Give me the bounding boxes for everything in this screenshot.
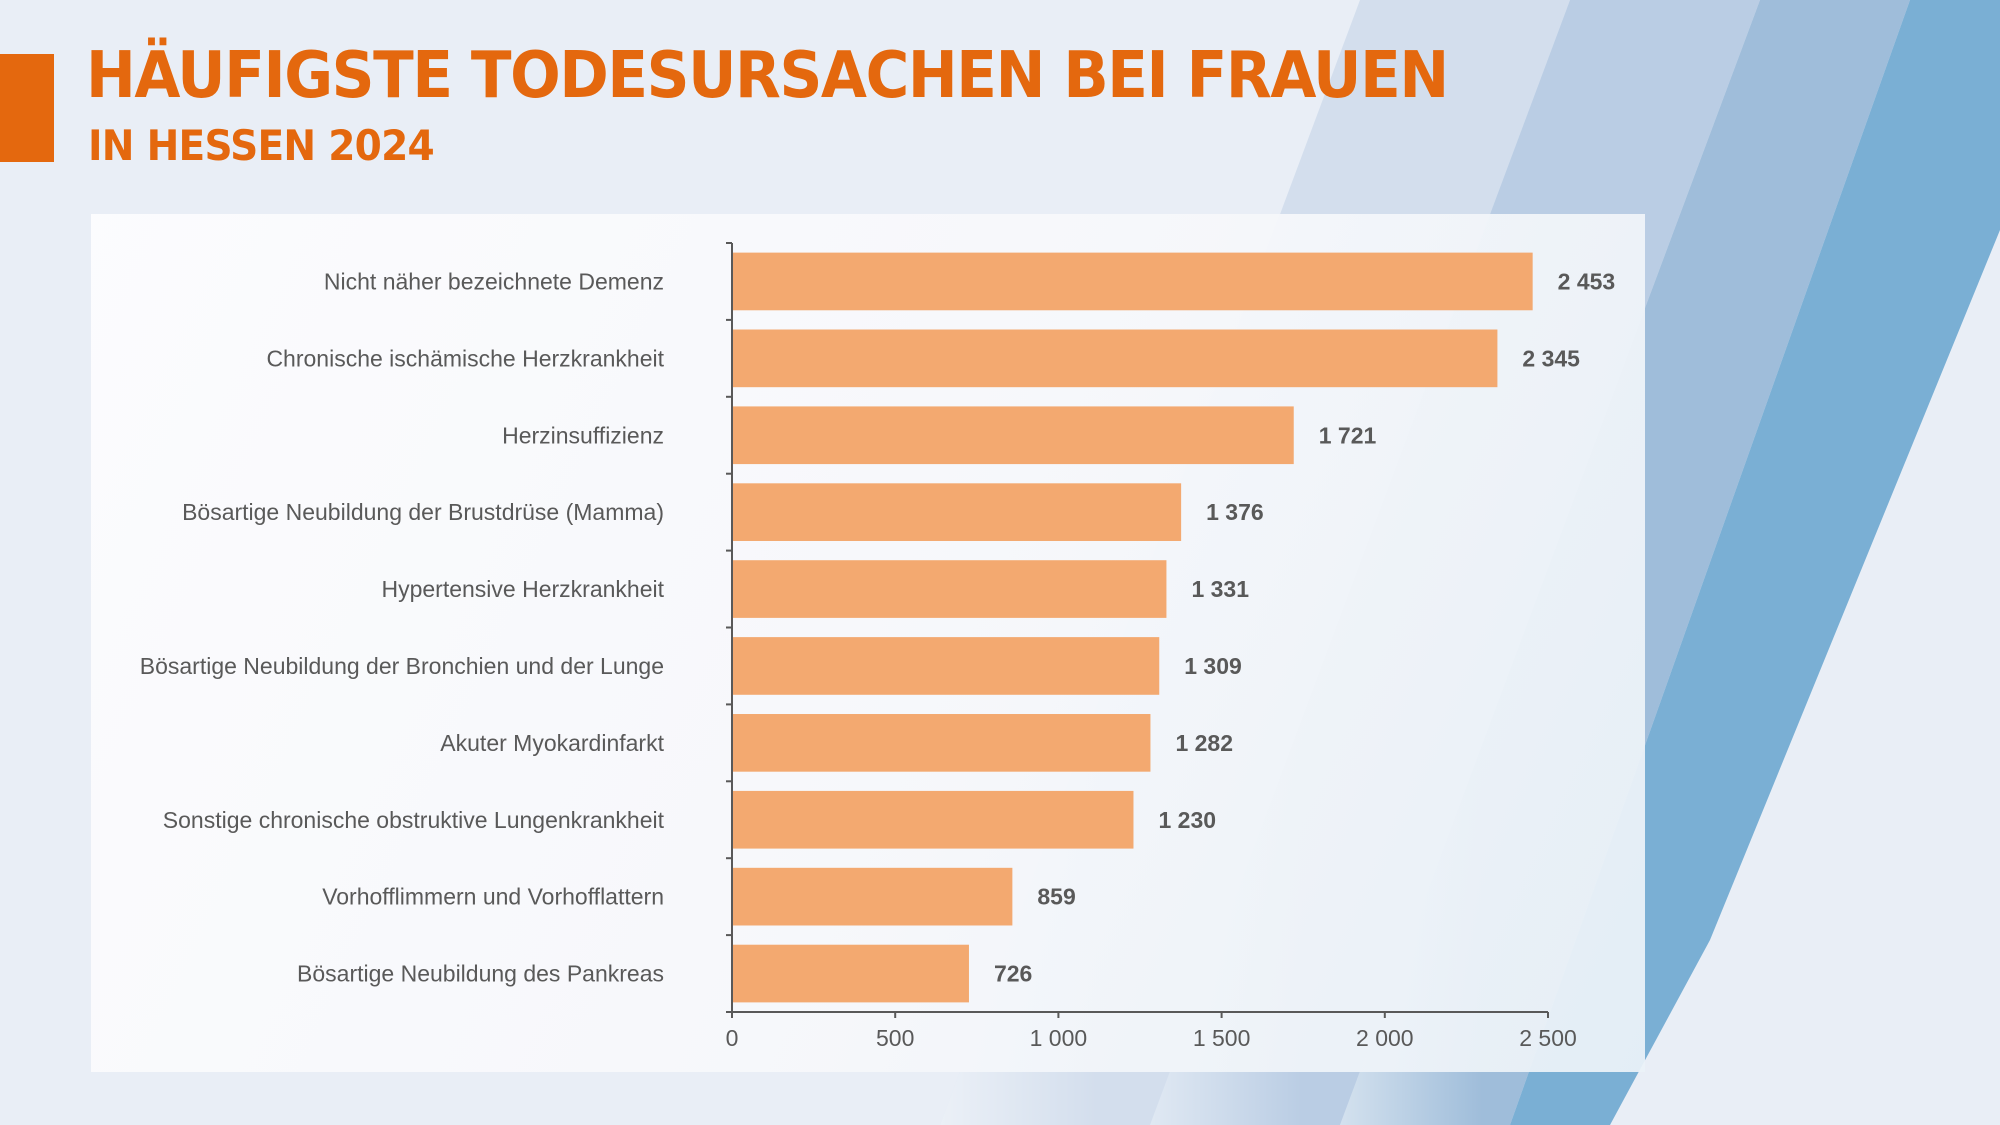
bar bbox=[732, 560, 1167, 618]
x-tick-label: 2 500 bbox=[1519, 1025, 1577, 1051]
x-tick-label: 500 bbox=[876, 1025, 914, 1051]
data-label: 2 345 bbox=[1522, 345, 1580, 371]
bar bbox=[732, 483, 1182, 541]
category-label: Bösartige Neubildung der Brustdrüse (Mam… bbox=[182, 499, 664, 525]
x-tick-label: 0 bbox=[726, 1025, 739, 1051]
category-label: Nicht näher bezeichnete Demenz bbox=[324, 268, 664, 294]
bar bbox=[732, 867, 1013, 926]
bar bbox=[732, 406, 1294, 465]
bar bbox=[732, 329, 1498, 388]
bar bbox=[732, 637, 1160, 695]
category-label: Chronische ischämische Herzkrankheit bbox=[266, 345, 664, 371]
data-label: 2 453 bbox=[1558, 268, 1616, 294]
data-label: 1 331 bbox=[1191, 576, 1249, 602]
data-label: 1 309 bbox=[1184, 653, 1242, 679]
title-accent-block bbox=[0, 54, 54, 162]
bar bbox=[732, 252, 1533, 311]
data-label: 1 376 bbox=[1206, 499, 1264, 525]
data-label: 1 230 bbox=[1158, 807, 1216, 833]
bar bbox=[732, 790, 1134, 849]
category-label: Akuter Myokardinfarkt bbox=[440, 730, 664, 756]
data-label: 1 721 bbox=[1319, 422, 1377, 448]
x-tick-label: 1 000 bbox=[1030, 1025, 1088, 1051]
category-label: Sonstige chronische obstruktive Lungenkr… bbox=[163, 807, 665, 833]
data-label: 1 282 bbox=[1175, 730, 1233, 756]
category-label: Vorhofflimmern und Vorhofflattern bbox=[322, 884, 664, 910]
bar bbox=[732, 944, 969, 1003]
category-label: Herzinsuffizienz bbox=[502, 422, 664, 448]
category-label: Bösartige Neubildung der Bronchien und d… bbox=[140, 653, 664, 679]
page-subtitle: IN HESSEN 2024 bbox=[88, 121, 435, 170]
data-label: 726 bbox=[994, 961, 1032, 987]
category-label: Hypertensive Herzkrankheit bbox=[381, 576, 664, 602]
x-tick-label: 1 500 bbox=[1193, 1025, 1251, 1051]
category-label: Bösartige Neubildung des Pankreas bbox=[297, 961, 664, 987]
x-tick-label: 2 000 bbox=[1356, 1025, 1414, 1051]
page-title: HÄUFIGSTE TODESURSACHEN BEI FRAUEN bbox=[86, 39, 1449, 113]
bar bbox=[732, 714, 1151, 772]
data-label: 859 bbox=[1037, 884, 1075, 910]
